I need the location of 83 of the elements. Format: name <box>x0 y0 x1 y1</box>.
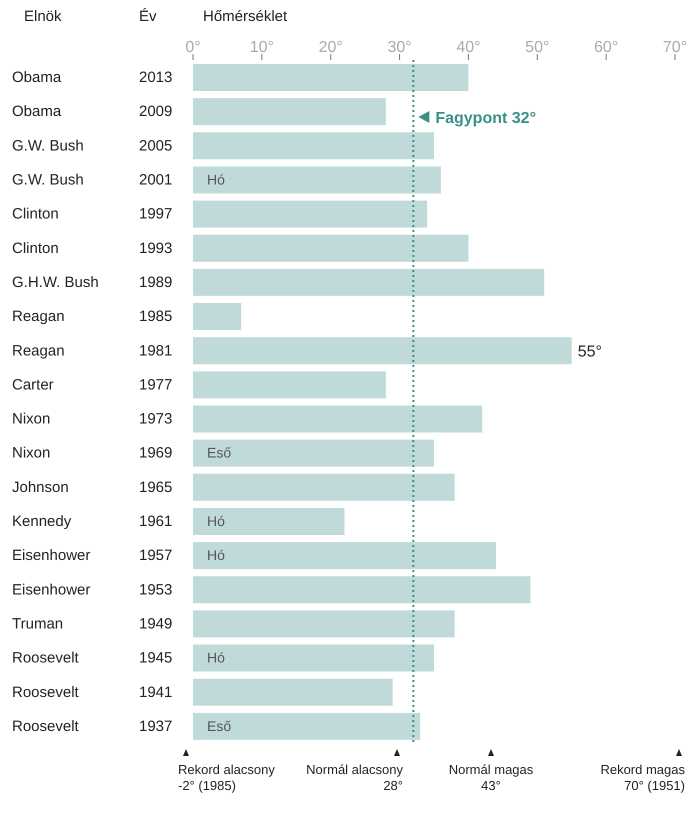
y2-tick-label: Roosevelt <box>12 650 80 667</box>
bar <box>193 406 482 432</box>
y-tick-label: 1989 <box>139 274 172 291</box>
y2-tick-label: Carter <box>12 376 54 394</box>
y2-tick-label: G.W. Bush <box>12 172 84 189</box>
y-tick-label: 1953 <box>139 581 172 598</box>
x-tick-label: 50° <box>525 39 550 56</box>
x-tick-label: 70° <box>662 39 688 56</box>
y2-tick-label: Roosevelt <box>12 718 80 735</box>
y2-tick-label: Nixon <box>12 410 50 428</box>
bar <box>193 337 572 364</box>
y-tick-label: 2009 <box>139 103 172 120</box>
text: Normál magas 43° <box>448 762 534 793</box>
text: Rekord magas 70° (1951) <box>600 762 686 793</box>
y2-tick-label: Obama <box>12 69 62 86</box>
y2-tick-label: Reagan <box>12 342 65 360</box>
bar <box>193 268 544 296</box>
y-tick-label: 1937 <box>139 718 172 735</box>
bar <box>193 440 434 467</box>
x-tick-label: 40° <box>456 39 481 56</box>
bar <box>193 234 468 262</box>
text: Normál alacsony 28° <box>306 762 404 793</box>
bar <box>193 98 386 126</box>
bar <box>193 474 455 501</box>
x-tick-label: 10° <box>250 39 274 56</box>
bar <box>193 678 393 706</box>
x-tick-label: 60° <box>594 39 618 56</box>
bar <box>193 166 441 194</box>
y-tick-label: 1949 <box>139 615 172 632</box>
bar <box>193 644 434 672</box>
x-tick-label: 20° <box>318 39 343 56</box>
y2-tick-label: Eisenhower <box>12 581 90 598</box>
text: Rekord alacsony -2° (1985) <box>178 762 276 793</box>
annotation: Eső <box>207 444 232 461</box>
y-tick-label: 1957 <box>139 547 172 564</box>
y2-tick-label: Clinton <box>12 240 59 257</box>
y2-tick-label: Nixon <box>12 444 50 462</box>
ref-line-label: Fagypont 32° <box>435 110 536 127</box>
y-tick-label: 1969 <box>139 444 172 462</box>
bar <box>193 303 242 330</box>
y2-tick-label: Roosevelt <box>12 684 80 701</box>
y2-tick-label: Johnson <box>12 478 69 496</box>
x-axis-title: Hőmérséklet <box>203 8 288 25</box>
bar <box>193 712 420 740</box>
y-tick-label: 1945 <box>139 650 172 667</box>
x-tick-label: 0° <box>185 39 201 56</box>
annotation: Eső <box>207 718 232 734</box>
y-tick-label: 2005 <box>139 137 172 154</box>
y-tick-label: 1985 <box>139 308 172 326</box>
y-tick-label: 2013 <box>139 69 172 86</box>
y2-tick-label: G.H.W. Bush <box>12 274 99 291</box>
y2-tick-label: G.W. Bush <box>12 137 84 154</box>
y-tick-label: 1973 <box>139 410 172 428</box>
annotation: Hó <box>207 172 226 188</box>
bar <box>193 542 496 570</box>
annotation: Hó <box>207 547 226 564</box>
bar <box>193 576 530 604</box>
y2-tick-label: Obama <box>12 103 62 120</box>
y-tick-label: 1961 <box>139 513 172 530</box>
y-tick-label: 1941 <box>139 684 172 701</box>
bar <box>193 508 344 535</box>
x-tick-label: 30° <box>387 39 412 56</box>
y2-tick-label: Kennedy <box>12 513 72 530</box>
annotation: Hó <box>207 650 226 666</box>
y-tick-label: 2001 <box>139 172 172 189</box>
y2-tick-label: Reagan <box>12 308 65 326</box>
y-tick-label: 1993 <box>139 240 172 257</box>
text: Elnök <box>24 8 62 25</box>
y-axis-title: Év <box>139 8 157 25</box>
y2-tick-label: Truman <box>12 615 64 632</box>
bar <box>193 610 455 638</box>
bar <box>193 200 428 228</box>
y2-tick-label: Eisenhower <box>12 547 90 564</box>
bar <box>193 371 386 398</box>
y-tick-label: 1997 <box>139 206 172 223</box>
y-tick-label: 1981 <box>139 342 172 360</box>
bar <box>193 64 468 91</box>
data-label: 55° <box>578 343 602 360</box>
y-tick-label: 1965 <box>139 478 172 496</box>
y-tick-label: 1977 <box>139 376 172 394</box>
y2-tick-label: Clinton <box>12 206 59 223</box>
annotation: Hó <box>207 513 226 530</box>
bar <box>193 132 434 160</box>
